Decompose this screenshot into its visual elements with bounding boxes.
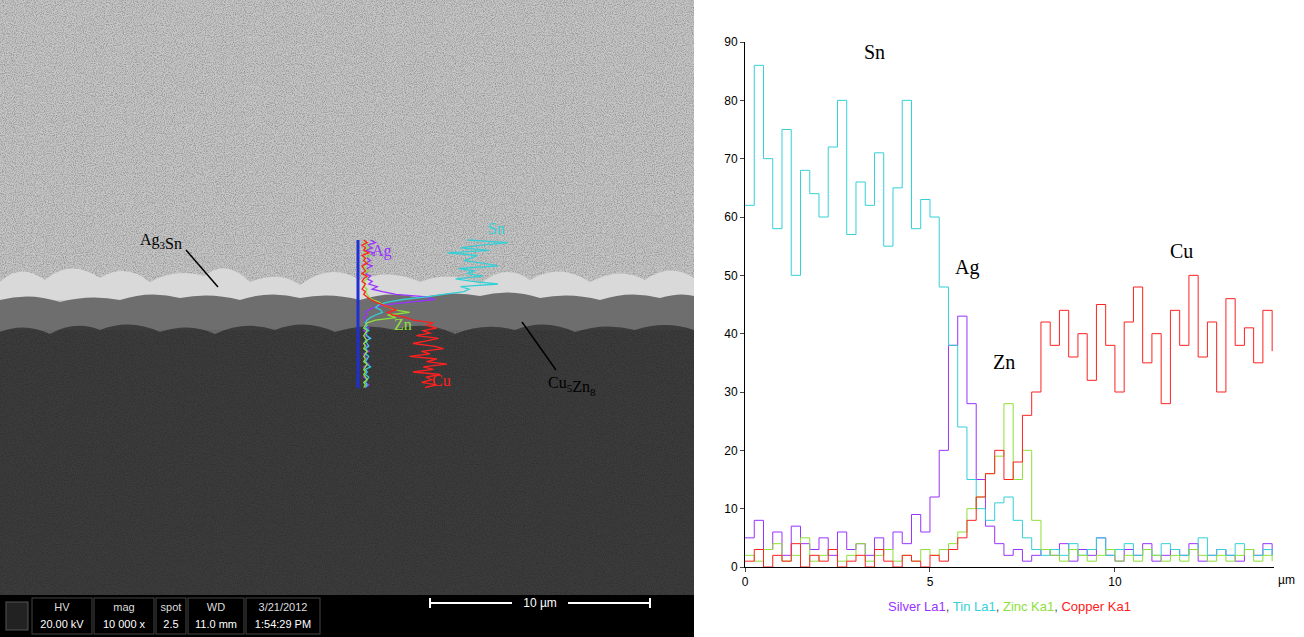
svg-text:2.5: 2.5 xyxy=(163,618,178,630)
svg-text:Ag: Ag xyxy=(955,256,979,279)
svg-text:WD: WD xyxy=(207,601,225,613)
svg-text:0: 0 xyxy=(742,575,749,589)
svg-text:70: 70 xyxy=(724,152,738,166)
svg-text:1:54:29 PM: 1:54:29 PM xyxy=(255,618,311,630)
svg-text:80: 80 xyxy=(724,94,738,108)
svg-text:50: 50 xyxy=(724,269,738,283)
svg-text:Zn: Zn xyxy=(394,316,412,333)
svg-text:60: 60 xyxy=(724,210,738,224)
svg-text:20.00 kV: 20.00 kV xyxy=(40,618,84,630)
svg-text:20: 20 xyxy=(724,444,738,458)
svg-text:Sn: Sn xyxy=(864,41,885,63)
svg-text:Silver La1, Tin La1, Zinc Ka1,: Silver La1, Tin La1, Zinc Ka1, Copper Ka… xyxy=(888,599,1131,614)
svg-text:Sn: Sn xyxy=(488,220,505,237)
svg-text:3/21/2012: 3/21/2012 xyxy=(259,601,308,613)
svg-text:Cu: Cu xyxy=(432,372,451,389)
svg-text:0: 0 xyxy=(731,560,738,574)
svg-text:µm: µm xyxy=(1278,573,1295,587)
svg-text:mag: mag xyxy=(113,601,134,613)
svg-text:Cu: Cu xyxy=(1170,240,1193,262)
svg-text:Zn: Zn xyxy=(993,351,1015,373)
svg-text:10: 10 xyxy=(1108,575,1122,589)
svg-text:10 µm: 10 µm xyxy=(523,596,557,610)
svg-text:Ag3Sn: Ag3Sn xyxy=(140,231,182,252)
svg-text:40: 40 xyxy=(724,327,738,341)
svg-text:Ag: Ag xyxy=(372,242,392,260)
svg-text:spot: spot xyxy=(161,601,182,613)
svg-text:HV: HV xyxy=(54,601,70,613)
svg-text:10 000 x: 10 000 x xyxy=(103,618,146,630)
svg-text:Cu5Zn8: Cu5Zn8 xyxy=(548,374,596,398)
svg-text:30: 30 xyxy=(724,385,738,399)
svg-text:11.0 mm: 11.0 mm xyxy=(195,618,237,630)
svg-text:90: 90 xyxy=(724,35,738,49)
svg-text:10: 10 xyxy=(724,502,738,516)
svg-text:5: 5 xyxy=(927,575,934,589)
